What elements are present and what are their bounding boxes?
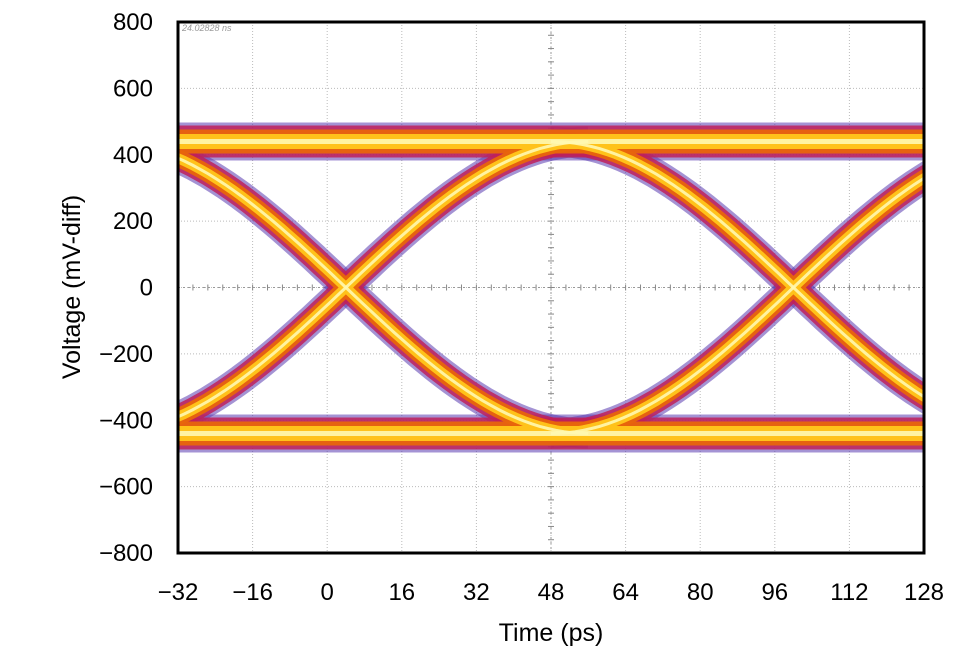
timebase-annotation: 24.02828 ns xyxy=(181,23,232,33)
y-tick-label: −400 xyxy=(99,407,153,434)
x-axis-title: Time (ps) xyxy=(499,619,604,647)
y-axis-title: Voltage (mV-diff) xyxy=(58,195,86,379)
x-tick-label: 32 xyxy=(463,579,490,606)
x-axis-tick-labels: −32 −16 0 16 32 48 64 80 96 112 128 xyxy=(158,579,944,606)
y-tick-label: 200 xyxy=(113,208,153,235)
edge-trace-layer xyxy=(550,176,924,435)
x-tick-label: 80 xyxy=(687,579,714,606)
y-tick-label: −200 xyxy=(99,341,153,368)
x-tick-label: 64 xyxy=(612,579,639,606)
y-tick-label: −600 xyxy=(99,474,153,501)
y-tick-label: 600 xyxy=(113,75,153,102)
y-axis-tick-labels: 800 600 400 200 0 −200 −400 −600 −800 xyxy=(99,9,153,567)
x-tick-label: 96 xyxy=(761,579,788,606)
x-tick-label: −32 xyxy=(158,579,199,606)
edge-trace-layer xyxy=(178,140,589,419)
y-tick-label: 800 xyxy=(113,9,153,36)
y-tick-label: 400 xyxy=(113,142,153,169)
y-tick-label: 0 xyxy=(140,275,153,302)
x-tick-label: 128 xyxy=(904,579,944,606)
x-tick-label: −16 xyxy=(232,579,273,606)
x-tick-label: 48 xyxy=(538,579,565,606)
x-tick-label: 16 xyxy=(388,579,415,606)
y-tick-label: −800 xyxy=(99,540,153,567)
eye-traces xyxy=(178,122,924,453)
x-tick-label: 0 xyxy=(321,579,334,606)
plot-frame xyxy=(176,20,926,555)
x-tick-label: 112 xyxy=(830,579,868,606)
